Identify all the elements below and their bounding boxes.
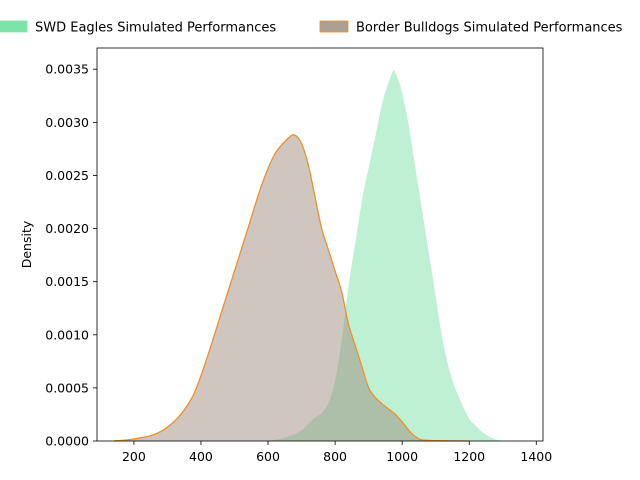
y-tick-label: 0.0010 xyxy=(45,327,89,342)
series-0-area xyxy=(254,69,517,442)
y-tick-label: 0.0035 xyxy=(45,62,89,77)
y-tick-label: 0.0005 xyxy=(45,380,89,395)
series-1-area xyxy=(113,134,470,442)
legend: SWD Eagles Simulated Performances Border … xyxy=(0,21,623,36)
legend-swatch xyxy=(0,20,28,33)
y-tick-label: 0.0020 xyxy=(45,221,89,236)
y-tick-label: 0.0000 xyxy=(45,434,89,449)
plot-area xyxy=(113,68,517,442)
legend-swatch xyxy=(319,20,349,33)
legend-label: SWD Eagles Simulated Performances xyxy=(35,21,276,36)
y-tick-label: 0.0015 xyxy=(45,274,89,289)
legend-label: Border Bulldogs Simulated Performances xyxy=(356,21,623,36)
x-tick-label: 1000 xyxy=(386,449,418,464)
x-tick-label: 600 xyxy=(256,449,280,464)
x-tick-label: 1200 xyxy=(453,449,485,464)
x-tick-label: 200 xyxy=(122,449,146,464)
x-tick-label: 1400 xyxy=(520,449,552,464)
axes-frame xyxy=(96,47,544,442)
x-tick-label: 800 xyxy=(323,449,347,464)
series-1-line xyxy=(113,134,470,442)
y-tick-label: 0.0030 xyxy=(45,115,89,130)
x-tick-label: 400 xyxy=(189,449,213,464)
y-axis: 0.0000 0.0005 0.0010 0.0015 0.0020 0.0025 0.00… xyxy=(45,62,97,449)
y-axis-label: Density xyxy=(19,220,34,268)
y-tick-label: 0.0025 xyxy=(45,168,89,183)
x-axis: 200 400 600 800 1000 1200 1400 xyxy=(122,441,552,464)
